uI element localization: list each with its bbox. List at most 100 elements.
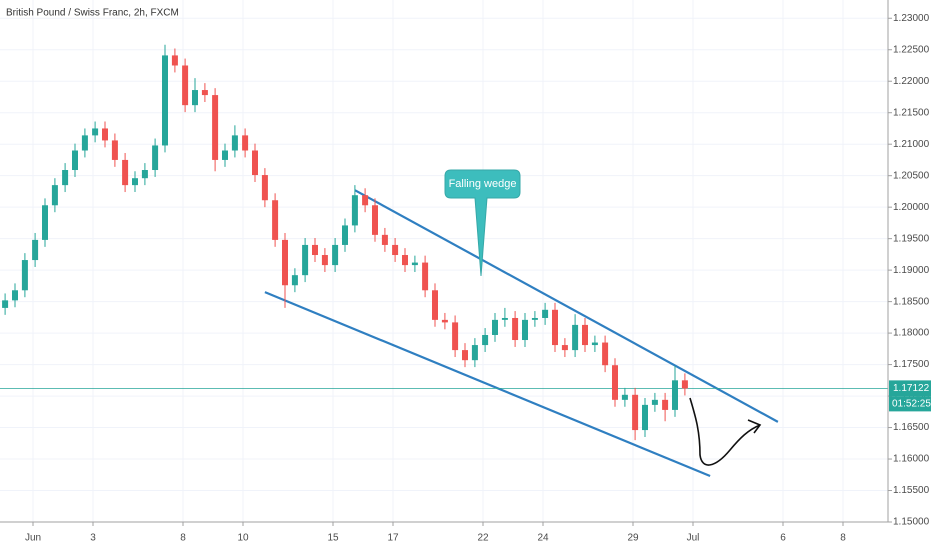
- candle-body: [381, 234, 388, 245]
- candle-body: [12, 290, 18, 301]
- candle-body: [152, 145, 159, 171]
- candle-body: [512, 317, 519, 341]
- candle-body: [462, 350, 468, 361]
- y-tick-label: 1.17500: [893, 359, 930, 370]
- candle-body: [272, 200, 279, 240]
- y-tick-label: 1.19000: [893, 265, 930, 276]
- candle-body: [291, 275, 298, 286]
- candle-body: [522, 319, 528, 341]
- candle-body: [261, 175, 268, 201]
- x-tick-label: 29: [627, 533, 639, 544]
- candle-body: [242, 135, 249, 151]
- candle-body: [642, 404, 648, 431]
- y-tick-label: 1.15500: [893, 485, 930, 496]
- candle-body: [201, 90, 208, 96]
- drawings: [0, 189, 888, 478]
- axes: 1.150001.155001.160001.165001.170001.175…: [25, 13, 931, 544]
- candle-body: [471, 345, 478, 361]
- freehand-arrowhead: [747, 419, 762, 434]
- candle-body: [351, 195, 358, 226]
- last-price-label: 1.17122: [893, 383, 930, 394]
- candle-body: [312, 244, 318, 256]
- candle-body: [182, 65, 189, 106]
- candle-body: [192, 90, 198, 106]
- y-tick-label: 1.19500: [893, 233, 930, 244]
- candle-body: [441, 319, 448, 323]
- candle-body: [162, 55, 168, 146]
- candle-body: [602, 342, 609, 366]
- candle-body: [252, 150, 258, 176]
- candle-body: [672, 380, 678, 410]
- candle-body: [72, 150, 78, 171]
- trendline: [354, 189, 779, 423]
- candle-body: [531, 317, 538, 320]
- candle-body: [582, 324, 588, 346]
- candle-body: [51, 185, 58, 206]
- x-tick-label: Jul: [687, 533, 700, 544]
- countdown-label: 01:52:25: [892, 399, 931, 410]
- candle-body: [21, 260, 28, 291]
- candle-body: [231, 135, 238, 151]
- candle-body: [492, 319, 498, 335]
- candle-body: [171, 55, 178, 66]
- candle-body: [122, 159, 129, 186]
- y-tick-label: 1.18000: [893, 328, 930, 339]
- callout-text: Falling wedge: [449, 178, 517, 190]
- candle-body: [372, 205, 378, 235]
- y-tick-label: 1.23000: [893, 13, 930, 24]
- callout-box: [444, 169, 521, 277]
- y-tick-label: 1.18500: [893, 296, 930, 307]
- x-tick-label: 22: [477, 533, 489, 544]
- candle-body: [621, 394, 628, 400]
- x-tick-label: 8: [840, 533, 846, 544]
- price-axis-panel: [888, 0, 932, 550]
- y-tick-label: 1.20000: [893, 202, 930, 213]
- callout: Falling wedge: [444, 169, 521, 277]
- x-tick-label: Jun: [25, 533, 41, 544]
- candle-body: [92, 128, 99, 136]
- countdown-tag: [889, 396, 931, 412]
- candle-body: [632, 394, 639, 431]
- y-tick-label: 1.22000: [893, 76, 930, 87]
- candle-body: [392, 244, 399, 256]
- x-tick-label: 3: [90, 533, 96, 544]
- trendline: [264, 291, 711, 478]
- x-tick-label: 8: [180, 533, 186, 544]
- candle-body: [432, 290, 438, 320]
- candle-body: [81, 135, 88, 151]
- candle-body: [282, 239, 288, 286]
- candle-body: [591, 342, 598, 346]
- freehand-curve: [689, 397, 761, 466]
- candle-body: [2, 300, 9, 308]
- candle-body: [612, 365, 618, 400]
- candle-body: [111, 140, 118, 160]
- x-tick-label: 24: [537, 533, 549, 544]
- y-tick-label: 1.22500: [893, 44, 930, 55]
- candle-body: [662, 399, 669, 410]
- candle-body: [402, 255, 408, 266]
- candle-body: [362, 195, 369, 206]
- candle-body: [422, 262, 429, 291]
- y-tick-label: 1.16500: [893, 422, 930, 433]
- candle-body: [62, 170, 69, 186]
- candle-body: [222, 150, 228, 160]
- candle-body: [342, 225, 348, 245]
- candle-body: [42, 205, 48, 240]
- candle-body: [32, 239, 39, 261]
- candle-body: [681, 380, 688, 389]
- candle-body: [321, 255, 328, 266]
- candle-body: [482, 334, 489, 346]
- y-tick-label: 1.15000: [893, 517, 930, 528]
- candle-body: [501, 317, 508, 320]
- candle-body: [141, 170, 148, 179]
- candle-body: [102, 128, 108, 141]
- candle-body: [572, 324, 579, 351]
- y-tick-label: 1.20500: [893, 170, 930, 181]
- candle-body: [411, 262, 418, 266]
- candle-body: [212, 95, 219, 160]
- y-tick-label: 1.21500: [893, 107, 930, 118]
- y-tick-label: 1.21000: [893, 139, 930, 150]
